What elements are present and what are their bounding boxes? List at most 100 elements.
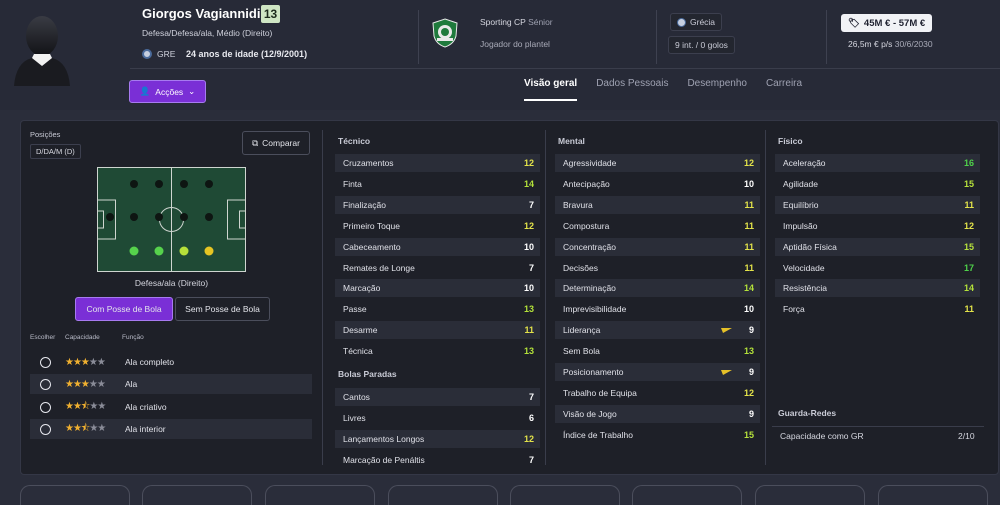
attribute-row[interactable]: Bravura 11 xyxy=(555,195,760,214)
player-age: 24 anos de idade (12/9/2001) xyxy=(186,49,308,59)
role-row[interactable]: ★★⯪★★ Ala interior xyxy=(30,419,312,439)
divider xyxy=(656,10,657,64)
bottom-card[interactable] xyxy=(388,485,498,505)
attribute-row[interactable]: Resistência 14 xyxy=(775,279,980,298)
attribute-value: 15 xyxy=(963,178,974,189)
attribute-name: Antecipação xyxy=(563,178,610,189)
bottom-card[interactable] xyxy=(20,485,130,505)
wage: 26,5m € p/s xyxy=(848,39,893,49)
attribute-row[interactable]: Força 11 xyxy=(775,300,980,318)
attribute-row[interactable]: Decisões 11 xyxy=(555,259,760,277)
player-name: Giorgos Vagiannidis xyxy=(142,6,268,21)
role-row[interactable]: ★★⯪★★ Ala criativo xyxy=(30,397,312,417)
attribute-row[interactable]: Concentração 11 xyxy=(555,237,760,256)
attribute-row[interactable]: Marcação 10 xyxy=(335,279,540,298)
attribute-value: 11 xyxy=(744,220,754,231)
tab-performance[interactable]: Desempenho xyxy=(687,78,747,89)
attribute-row[interactable]: Visão de Jogo 9 xyxy=(555,404,760,423)
col-ability: Capacidade xyxy=(65,334,100,341)
attribute-value: 13 xyxy=(743,346,754,357)
attribute-row[interactable]: Impulsão 12 xyxy=(775,217,980,235)
attribute-name: Desarme xyxy=(343,325,378,336)
attribute-row[interactable]: Agilidade 15 xyxy=(775,175,980,193)
attribute-row[interactable]: Cabeceamento 10 xyxy=(335,237,540,256)
attribute-row[interactable]: Imprevisibilidade 10 xyxy=(555,300,760,318)
attribute-name: Cantos xyxy=(343,392,370,402)
divider xyxy=(772,426,984,427)
person-icon: 👤 xyxy=(139,86,151,96)
role-radio[interactable] xyxy=(40,423,51,435)
attribute-row[interactable]: Aceleração 16 xyxy=(775,154,980,172)
tab-personal[interactable]: Dados Pessoais xyxy=(596,78,669,89)
bottom-card[interactable] xyxy=(265,485,375,505)
role-radio[interactable] xyxy=(40,401,51,413)
attribute-row[interactable]: Agressividade 12 xyxy=(555,154,760,172)
attribute-row[interactable]: Primeiro Toque 12 xyxy=(335,217,540,235)
bottom-card[interactable] xyxy=(878,485,988,505)
bottom-card[interactable] xyxy=(142,485,252,505)
value-badge[interactable]: 🏷 45M € - 57M € xyxy=(841,14,932,32)
role-row[interactable]: ★★★★★ Ala xyxy=(30,374,312,394)
attribute-row[interactable]: Compostura 11 xyxy=(555,217,760,235)
attribute-row[interactable]: Remates de Longe 7 xyxy=(335,259,540,277)
gk-ability-value: 2/10 xyxy=(958,431,975,441)
attribute-row[interactable]: Velocidade 17 xyxy=(775,259,980,277)
tab-overview[interactable]: Visão geral xyxy=(524,78,578,101)
trend-arrow-icon xyxy=(721,328,732,334)
attribute-row[interactable]: Antecipação 10 xyxy=(555,175,760,193)
attribute-row[interactable]: Cruzamentos 12 xyxy=(335,154,540,172)
bottom-card[interactable] xyxy=(755,485,865,505)
attribute-value: 11 xyxy=(524,325,534,336)
attribute-row[interactable]: Equilíbrio 11 xyxy=(775,195,980,214)
attribute-name: Livres xyxy=(343,412,366,423)
attribute-value: 10 xyxy=(743,304,754,315)
attribute-name: Aptidão Física xyxy=(783,241,837,252)
attribute-row[interactable]: Aptidão Física 15 xyxy=(775,237,980,256)
actions-button[interactable]: 👤 Acções ⌄ xyxy=(129,80,206,103)
attribute-name: Visão de Jogo xyxy=(563,408,617,419)
club-crest-icon[interactable] xyxy=(432,18,458,48)
tab-career[interactable]: Carreira xyxy=(765,78,803,89)
attribute-row[interactable]: Lançamentos Longos 12 xyxy=(335,429,540,448)
attribute-row[interactable]: Liderança 9 xyxy=(555,321,760,340)
attribute-row[interactable]: Desarme 11 xyxy=(335,321,540,340)
attribute-row[interactable]: Técnica 13 xyxy=(335,342,540,360)
role-name: Ala completo xyxy=(125,357,175,367)
attribute-row[interactable]: Posicionamento 9 xyxy=(555,363,760,381)
attribute-row[interactable]: Marcação de Penáltis 7 xyxy=(335,451,540,469)
technical-title: Técnico xyxy=(338,136,371,146)
nation-box[interactable]: Grécia xyxy=(670,13,723,31)
attribute-row[interactable]: Sem Bola 13 xyxy=(555,342,760,360)
physical-title: Físico xyxy=(778,136,803,146)
attribute-value: 12 xyxy=(743,387,754,398)
attribute-row[interactable]: Índice de Trabalho 15 xyxy=(555,426,760,444)
player-header: Giorgos Vagiannidis 13 Defesa/Defesa/ala… xyxy=(0,0,1000,110)
bottom-card[interactable] xyxy=(632,485,742,505)
role-row[interactable]: ★★★★★ Ala completo xyxy=(30,352,312,372)
mental-title: Mental xyxy=(558,136,585,146)
attribute-name: Bravura xyxy=(563,199,593,210)
without-ball-button[interactable]: Sem Posse de Bola xyxy=(175,297,270,321)
attribute-row[interactable]: Livres 6 xyxy=(335,409,540,427)
attribute-value: 9 xyxy=(748,367,754,377)
star-rating-icon: ★★★★★ xyxy=(65,356,106,368)
col-choose: Escolher xyxy=(30,334,56,341)
with-ball-button[interactable]: Com Posse de Bola xyxy=(75,297,173,321)
role-radio[interactable] xyxy=(40,378,51,390)
club-name[interactable]: Sporting CP xyxy=(480,17,526,27)
attribute-row[interactable]: Cantos 7 xyxy=(335,388,540,406)
bottom-card[interactable] xyxy=(510,485,620,505)
tab-bar: Visão geral Dados Pessoais Desempenho Ca… xyxy=(524,78,802,101)
attribute-row[interactable]: Finalização 7 xyxy=(335,195,540,214)
attribute-value: 10 xyxy=(743,178,754,189)
role-radio[interactable] xyxy=(40,356,51,368)
attribute-value: 11 xyxy=(744,262,754,273)
contract-end: 30/6/2030 xyxy=(894,39,933,49)
attribute-row[interactable]: Passe 13 xyxy=(335,300,540,318)
attribute-row[interactable]: Trabalho de Equipa 12 xyxy=(555,384,760,402)
compare-icon: ⧉ xyxy=(252,137,259,148)
attribute-row[interactable]: Determinação 14 xyxy=(555,279,760,298)
attribute-value: 9 xyxy=(748,325,754,336)
attribute-row[interactable]: Finta 14 xyxy=(335,175,540,193)
compare-button[interactable]: ⧉ Comparar xyxy=(242,131,310,155)
